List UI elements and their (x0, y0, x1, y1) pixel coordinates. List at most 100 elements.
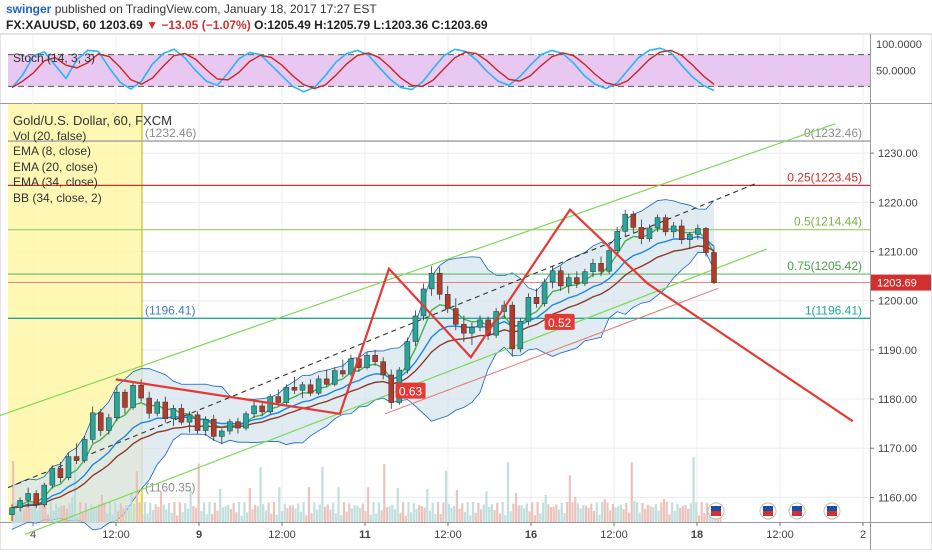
volume-bar (251, 509, 254, 522)
volume-bar (423, 507, 426, 522)
candle-body (186, 414, 193, 423)
candle-body (695, 228, 701, 235)
volume-bar (310, 513, 313, 522)
volume-bar (55, 503, 58, 522)
volume-bar (388, 506, 391, 522)
volume-bar (173, 502, 176, 522)
candle-body (17, 500, 23, 508)
last-price-tag-label: 1203.69 (877, 278, 917, 290)
candle-body (590, 263, 596, 272)
volume-bar (254, 504, 257, 522)
volume-bar (329, 509, 332, 522)
volume-bar (184, 503, 187, 522)
volume-bar (98, 504, 101, 522)
candle-body (41, 484, 48, 506)
candle-body (638, 227, 645, 239)
volume-bar (512, 503, 515, 522)
candle-body (557, 270, 564, 287)
volume-bar (200, 510, 203, 522)
volume-bar (68, 503, 71, 522)
volume-bar (270, 513, 273, 522)
candle-body (98, 412, 104, 431)
volume-bar (544, 494, 547, 522)
volume-bar (506, 462, 510, 522)
volume-bar (159, 491, 163, 522)
ratio-badge (395, 382, 426, 399)
volume-bar (415, 508, 418, 522)
volume-bar (41, 498, 44, 522)
volume-bar (431, 502, 434, 522)
time-tick-label: 12:00 (102, 529, 130, 541)
legend-ema-20[interactable]: EMA (20, close) (13, 159, 98, 174)
volume-bar (138, 502, 141, 522)
volume-bar (633, 500, 636, 522)
candle-body (65, 456, 72, 478)
volume-bar (149, 502, 152, 522)
volume-bar (229, 508, 233, 522)
volume-bar (657, 510, 660, 522)
volume-bar (469, 515, 472, 522)
volume-bar (208, 502, 211, 522)
volume-bar (407, 502, 410, 522)
volume-bar (108, 502, 112, 522)
volume-bar (135, 471, 138, 522)
volume-bar (514, 493, 518, 522)
bollinger-upper (11, 199, 715, 487)
candle-body (444, 294, 451, 309)
volume-bar (684, 505, 687, 522)
volume-bar (361, 503, 364, 522)
volume-bar (493, 510, 496, 522)
volume-bar (313, 502, 316, 522)
legend-volume[interactable]: Vol (20, false) (13, 128, 87, 143)
volume-bar (555, 504, 558, 522)
time-tick-label: 18 (691, 529, 703, 541)
volume-bar (531, 502, 534, 522)
price-tick-label: 1220.00 (878, 197, 918, 209)
volume-bar (549, 506, 553, 522)
volume-bar (340, 515, 343, 522)
event-flag-stripes (711, 511, 721, 516)
volume-bar (474, 512, 477, 522)
volume-bar (660, 502, 663, 522)
volume-bar (439, 514, 442, 522)
volume-bar (496, 502, 499, 522)
volume-bar (536, 502, 539, 522)
volume-bar (28, 506, 31, 522)
candle-body (372, 355, 378, 362)
volume-bar (687, 508, 690, 522)
candle-body (57, 468, 64, 478)
volume-bar (14, 502, 17, 522)
legend-ema-8[interactable]: EMA (8, close) (13, 144, 92, 158)
volume-bar (676, 503, 679, 522)
volume-bar (286, 507, 289, 522)
volume-bar (399, 512, 402, 522)
fib-label: 1(1196.41) (805, 303, 862, 317)
volume-bar (275, 514, 278, 522)
volume-bar (528, 511, 531, 522)
volume-bar (396, 487, 399, 522)
volume-bar (410, 512, 413, 522)
legend-bollinger[interactable]: BB (34, close, 2) (13, 190, 102, 205)
volume-bar (60, 505, 63, 522)
volume-bar (383, 464, 386, 522)
ratio-label: 0.52 (548, 316, 572, 330)
symbol-label: FX:XAUUSD, 60 (6, 18, 97, 32)
candle-body (711, 252, 717, 283)
volume-bar (243, 502, 246, 522)
price-tick-label: 1200.00 (878, 296, 918, 308)
volume-bar (202, 502, 206, 522)
volume-bar (246, 512, 249, 522)
volume-bar (348, 503, 351, 522)
candle-body (81, 439, 88, 461)
volume-bar (133, 503, 136, 522)
publisher-name[interactable]: swinger (6, 2, 52, 16)
candle-body (227, 421, 233, 432)
candle-body (533, 297, 540, 304)
candle-body (332, 370, 338, 385)
legend-ema-34[interactable]: EMA (34, close) (13, 175, 98, 189)
volume-bar (38, 502, 42, 522)
level-label: (1160.35) (145, 481, 195, 495)
volume-bar (73, 462, 77, 522)
volume-bar (367, 487, 370, 522)
time-tick-label: 12:00 (434, 529, 462, 541)
